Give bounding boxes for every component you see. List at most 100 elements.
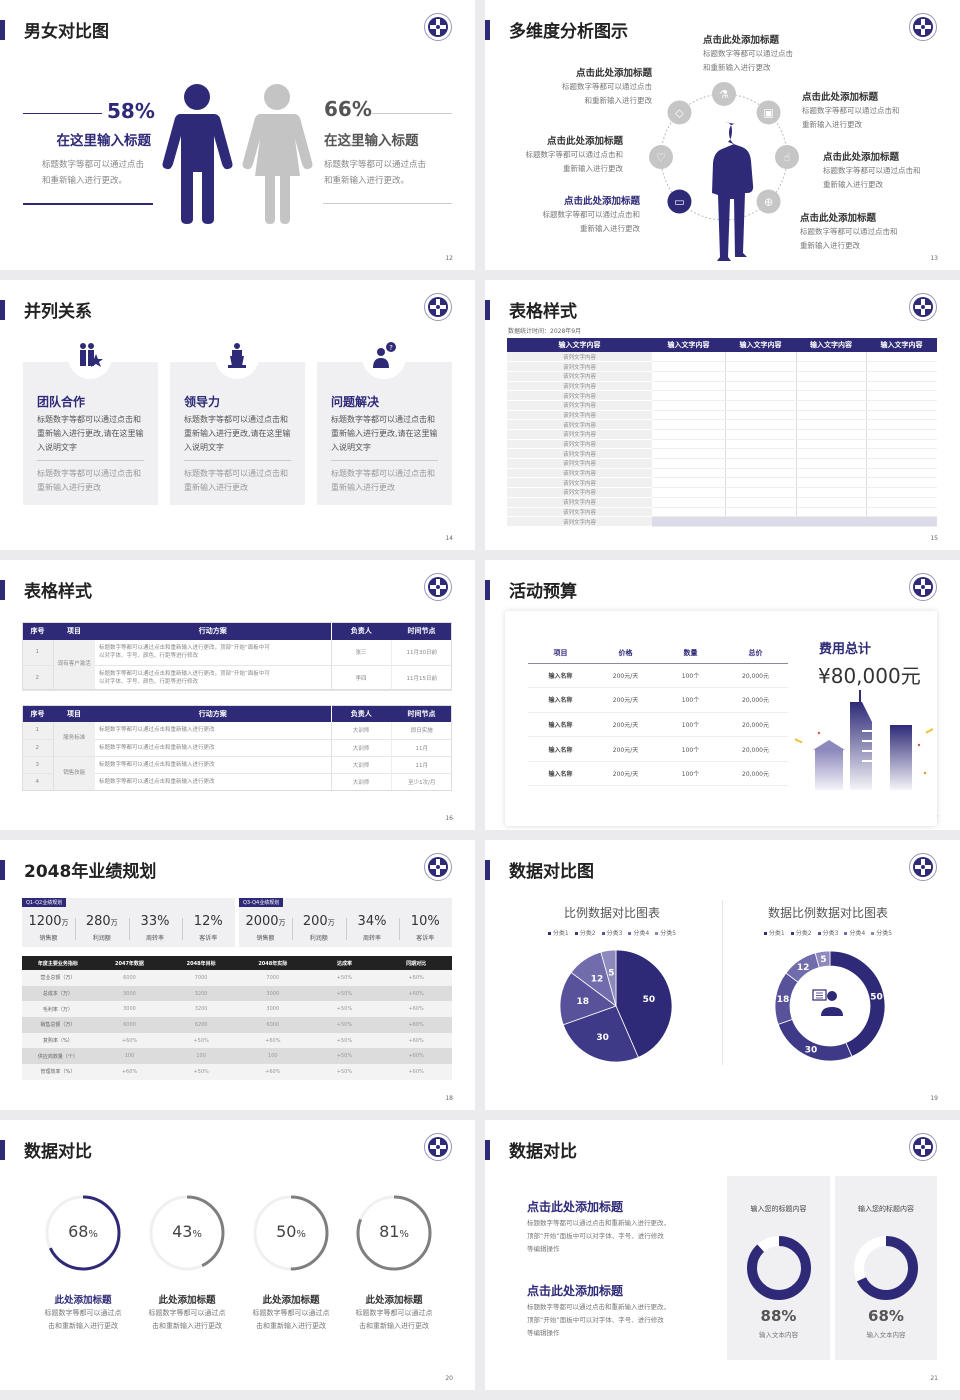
slice-分类5 — [600, 949, 617, 1007]
empty-cell — [865, 516, 937, 527]
empty-cell — [652, 487, 725, 498]
icon-badge — [667, 100, 692, 125]
empty-cell — [652, 371, 725, 382]
data-date-label: 数据统计时间：2028年9月 — [508, 328, 582, 335]
icon-badge — [649, 145, 673, 169]
table-row: 该列文字内容 — [507, 487, 937, 498]
table-row: 2 标题数字等都可以通过点击和重新输入进行更改，顶部“开始”面板中可 以对字体、字号… — [22, 665, 452, 690]
empty-cell — [795, 477, 866, 489]
title-accent-bar — [485, 860, 490, 880]
card-title: 领导力 — [184, 395, 221, 409]
card-subtitle: 输入文本内容 — [866, 1331, 906, 1339]
empty-cell — [652, 448, 725, 460]
progress-ring — [149, 1195, 225, 1271]
kpi-number: 280 — [85, 914, 111, 929]
slide-13: 多维度分析图示 13 ⚗ ▣ ☝ ⊕ ▭ ♡ ◇ 点击此处添加标题 标题数字等都可以通过点击 和重新… — [485, 0, 960, 270]
empty-cell — [865, 361, 937, 372]
ring-description: 标题数字等都可以通过点 — [44, 1309, 122, 1317]
ring-description: 标题数字等都可以通过点 — [252, 1309, 330, 1317]
budget-cell: 20,000元 — [742, 697, 769, 705]
metric-cell: 3000 — [123, 1006, 136, 1013]
icon-badge — [756, 100, 781, 125]
row-label-cell: 该列文字内容 — [507, 390, 652, 401]
metric-cell: 销售总额（万） — [40, 1022, 76, 1029]
ring-description: 击和重新输入进行更改 — [359, 1322, 429, 1330]
empty-cell — [652, 361, 725, 372]
metric-cell: +60% — [121, 1037, 138, 1044]
legend-swatch — [547, 932, 551, 935]
empty-cell — [795, 390, 866, 401]
metric-cell: +60% — [408, 1068, 424, 1075]
city-buildings-illustration — [794, 690, 934, 790]
kpi-label: 客诉率 — [416, 935, 435, 942]
legend-swatch — [844, 932, 848, 935]
chart-legend: 分类1 分类2 分类3 分类4 分类5 — [728, 928, 928, 937]
table-row: 该列文字内容 — [507, 497, 937, 508]
empty-cell — [724, 487, 796, 498]
row-label-cell: 该列文字内容 — [507, 439, 652, 450]
table-row: 1 服务标准 标题数字等都可以通过点击和重新输入进行更改 大训师 即日实施 — [22, 722, 452, 756]
page-number: 18 — [445, 1095, 453, 1102]
card-description: 入说明文字 — [331, 443, 371, 452]
card-value: 88% — [760, 1307, 797, 1325]
metric-cell: 100 — [124, 1053, 135, 1060]
graduation-cap-icon: ▭ — [674, 196, 684, 209]
logo-emblem-icon — [909, 13, 937, 41]
ring-description: 击和重新输入进行更改 — [152, 1322, 222, 1330]
column-header: 项目 — [67, 627, 81, 635]
empty-cell — [724, 477, 796, 489]
metric-cell: 供应商数量（个） — [37, 1053, 78, 1060]
table-row: 该列文字内容 — [507, 448, 937, 460]
page-number: 13 — [930, 255, 938, 262]
project-name: 服务标准 — [63, 735, 86, 742]
table-row: 该列文字内容 — [507, 390, 937, 401]
title-accent-bar — [0, 20, 5, 40]
icon-badge — [712, 82, 736, 106]
left-description: 和重新输入进行更改。 — [42, 176, 128, 186]
metric-cell: 复购率（%） — [42, 1038, 73, 1045]
kpi-number: 2000 — [245, 914, 279, 929]
column-header: 价格 — [618, 648, 633, 657]
card-title: 团队合作 — [37, 395, 86, 409]
legend-label: 分类4 — [849, 930, 866, 937]
kpi-tag: Q3-Q4业绩规划 — [239, 898, 284, 907]
project-name: 销售技能 — [63, 769, 86, 776]
metric-cell: 7000 — [266, 974, 280, 981]
empty-cell — [795, 381, 866, 392]
legend-item: 分类1 — [547, 930, 569, 937]
column-header: 2048年实际 — [258, 960, 288, 967]
metric-cell: +60% — [408, 1053, 424, 1060]
data-label: 50 — [643, 995, 656, 1005]
card-divider — [331, 460, 438, 461]
empty-cell — [652, 410, 725, 421]
table-row: 营业总额（万） 6000 7000 7000 +50% +60% — [22, 970, 452, 986]
block-description: 标题数字等都可以通过点击和重新输入进行更改， — [527, 1303, 670, 1311]
header-row: 输入文字内容 输入文字内容 输入文字内容 输入文字内容 输入文字内容 — [507, 338, 937, 352]
metric-cell: 3000 — [266, 990, 280, 997]
column-header: 输入文字内容 — [880, 341, 923, 349]
kpi-number: 200 — [302, 914, 328, 929]
card-note: 标题数字等都可以通过点击和 — [37, 469, 141, 478]
ring-value: 81% — [354, 1222, 434, 1241]
ring-progress — [45, 1195, 121, 1271]
item-title: 点击此处添加标题 — [703, 35, 780, 46]
item-title: 点击此处添加标题 — [802, 92, 879, 103]
card-note: 重新输入进行更改 — [37, 483, 101, 492]
kpi-label: 周转率 — [362, 935, 381, 942]
right-heading: 在这里输入标题 — [324, 133, 419, 149]
deadline-cell: 至少1次/月 — [390, 773, 452, 790]
empty-cell — [724, 381, 796, 392]
male-figure-icon — [162, 84, 233, 224]
plan-line: 标题数字等都可以通过点击和重新输入进行更改，顶部“开始”面板中可 — [99, 645, 270, 652]
budget-cell: 20,000元 — [742, 721, 769, 729]
kpi-unit: 万 — [110, 919, 118, 927]
empty-cell — [795, 487, 866, 498]
table-row: 该列文字内容 — [507, 371, 937, 382]
pie-chart: 50 30 18 12 5 — [559, 949, 673, 1063]
donut-progress — [746, 1236, 811, 1300]
metric-cell: 总成本（万） — [42, 991, 73, 998]
kpi-value: 1200万 — [22, 914, 75, 929]
column-header: 项目 — [553, 648, 568, 657]
metric-cell: 7000 — [194, 974, 208, 981]
item-description: 重新输入进行更改 — [800, 241, 860, 250]
